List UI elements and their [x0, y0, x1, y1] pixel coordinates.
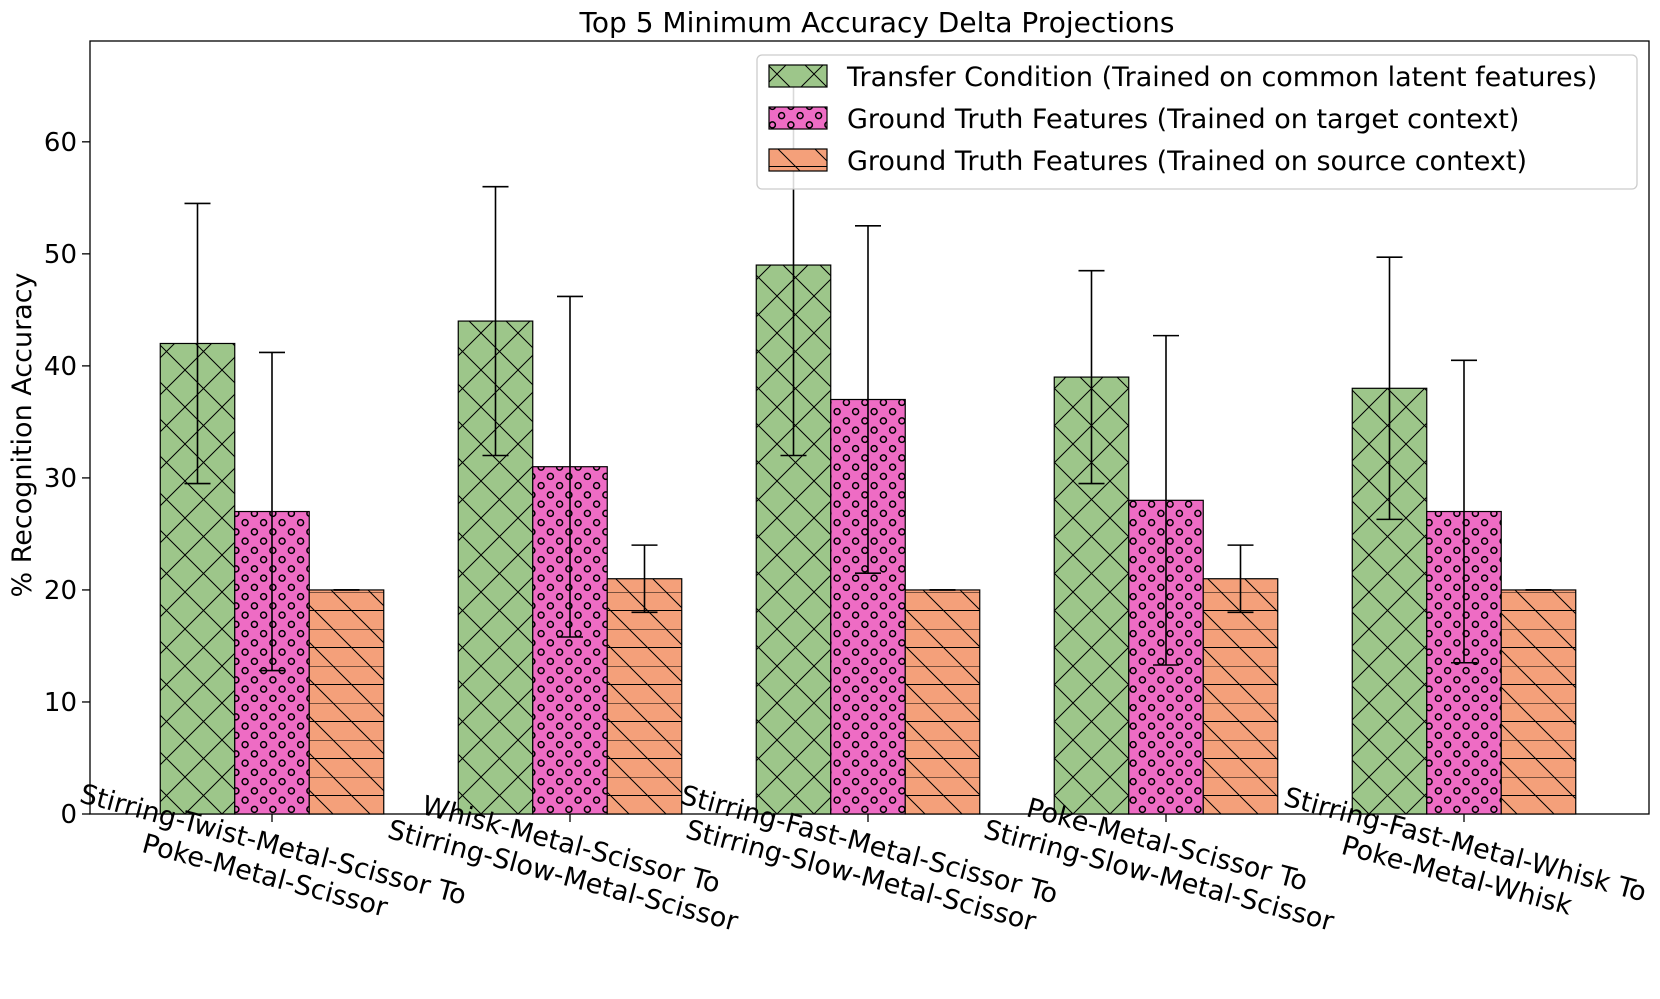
plot-area: 0102030405060Stirring-Twist-Metal-Scisso…: [44, 40, 1650, 938]
bar-hatch: [1500, 589, 1577, 815]
y-tick-label: 60: [44, 128, 77, 158]
bar-hatch: [308, 589, 385, 815]
y-tick-label: 10: [44, 688, 77, 718]
y-axis-label: % Recognition Accuracy: [7, 272, 38, 597]
y-tick-label: 20: [44, 576, 77, 606]
legend-label: Ground Truth Features (Trained on target…: [847, 104, 1519, 135]
legend-swatch-hatch: [768, 106, 828, 130]
legend-box: [756, 54, 1638, 190]
legend-swatch-hatch: [768, 148, 828, 172]
bar-hatch: [1202, 578, 1279, 815]
y-tick-label: 30: [44, 464, 77, 494]
bar-hatch: [606, 578, 683, 815]
legend-label: Transfer Condition (Trained on common la…: [846, 62, 1597, 93]
legend-label: Ground Truth Features (Trained on source…: [847, 146, 1527, 177]
bar-hatch: [904, 589, 981, 815]
y-tick-label: 0: [60, 800, 77, 830]
legend-swatch-hatch: [768, 64, 828, 88]
y-tick-label: 40: [44, 352, 77, 382]
y-tick-label: 50: [44, 240, 77, 270]
legend: Transfer Condition (Trained on common la…: [756, 54, 1638, 190]
chart-title: Top 5 Minimum Accuracy Delta Projections: [579, 6, 1175, 39]
